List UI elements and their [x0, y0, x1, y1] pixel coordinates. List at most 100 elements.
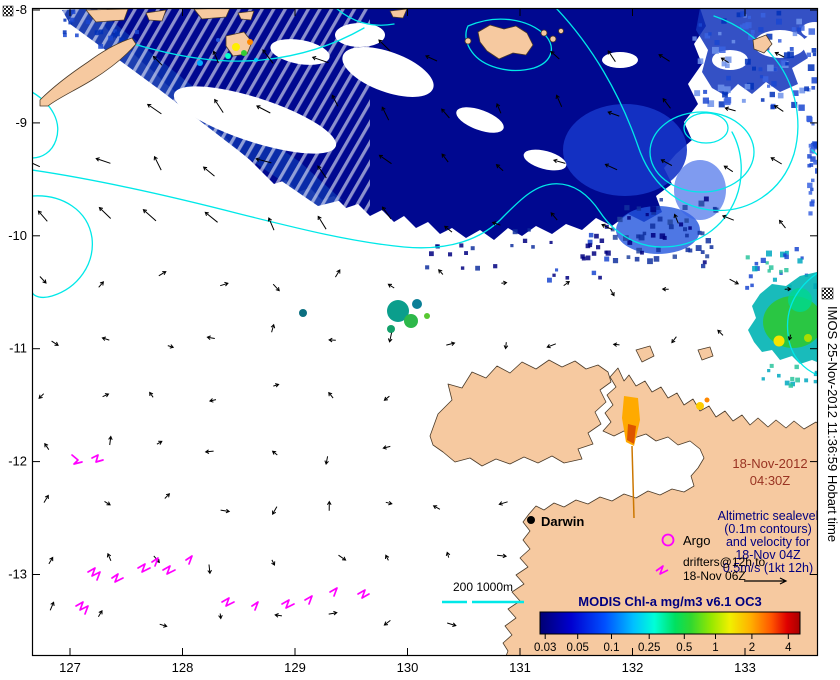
chl-speckle — [766, 33, 773, 40]
drifter-marker-icon — [655, 565, 669, 575]
velocity-arrow — [270, 323, 276, 333]
velocity-arrow — [102, 393, 110, 398]
velocity-arrow — [444, 225, 453, 233]
velocity-arrow — [498, 501, 508, 506]
velocity-arrow — [328, 610, 338, 616]
chl-speckle — [765, 261, 769, 265]
nodata-gap — [523, 149, 567, 171]
velocity-arrow — [146, 103, 162, 115]
velocity-arrow — [159, 623, 168, 628]
velocity-arrow — [387, 332, 393, 343]
chl-speckle — [626, 255, 631, 259]
chl-speckle — [780, 251, 786, 258]
velocity-arrow — [446, 341, 456, 346]
chl-speckle — [797, 27, 802, 32]
chl-speckle — [659, 233, 666, 239]
chl-speckle — [783, 52, 790, 59]
chl-speckle — [776, 10, 782, 16]
velocity-arrow — [273, 383, 280, 388]
chl-speckle — [787, 51, 794, 59]
chl-speckle — [531, 245, 535, 249]
chl-speck — [232, 43, 240, 51]
chl-speckle — [712, 46, 719, 54]
land-island — [145, 9, 167, 22]
chl-speckle — [745, 255, 750, 260]
plot-frame — [31, 7, 819, 657]
velocity-arrow — [220, 281, 229, 287]
chl-speckle — [792, 90, 799, 96]
velocity-arrow — [774, 51, 785, 58]
velocity-arrow — [49, 601, 55, 611]
velocity-arrow — [104, 500, 111, 506]
velocity-arrow — [612, 342, 620, 347]
chl-speckle — [580, 254, 585, 259]
velocity-arrow — [317, 165, 327, 179]
chl-speckle — [804, 378, 809, 383]
chl-speckle — [744, 58, 751, 65]
chl-speck — [216, 38, 220, 42]
chl-speckle — [656, 247, 661, 253]
chl-speckle — [705, 254, 710, 259]
chl-speckle — [708, 32, 712, 36]
chl-speckle — [790, 376, 795, 381]
velocity-arrow — [378, 39, 391, 52]
chl-speckle — [723, 86, 731, 94]
chl-speckle — [527, 228, 531, 232]
velocity-arrow — [550, 50, 560, 60]
drifter-track — [251, 601, 259, 611]
velocity-arrow — [438, 269, 444, 275]
chl-speckle — [808, 211, 813, 216]
velocity-arrow — [383, 395, 390, 401]
chl-speckle — [698, 200, 705, 207]
chl-speckle — [672, 254, 677, 259]
velocity-arrow — [272, 283, 280, 292]
chl-speckle — [748, 34, 754, 41]
chl-speckle — [587, 239, 593, 245]
checkered-stipple-icon — [821, 287, 834, 300]
chl-speckle — [700, 250, 705, 254]
chl-speckle — [791, 101, 798, 108]
velocity-arrow — [382, 445, 391, 450]
chl-speckle — [777, 373, 781, 378]
chl-speckle — [692, 36, 697, 41]
velocity-arrow — [550, 212, 558, 221]
chl-speckle — [726, 75, 731, 81]
sealevel-contour — [32, 131, 742, 249]
colorbar-ticks: 0.03 0.05 0.1 0.25 0.5 1 2 4 — [534, 634, 792, 654]
chl-speckle — [759, 75, 764, 79]
chl-bloom-spot — [424, 313, 430, 319]
chl-speckle — [653, 256, 660, 262]
chl-speckle — [752, 266, 758, 272]
x-axis-tick-label: 128 — [172, 660, 194, 675]
velocity-arrow — [158, 271, 167, 277]
drifter-track — [162, 565, 176, 575]
velocity-arrow — [495, 103, 502, 114]
isobath-legend-label: 200 1000m — [453, 580, 513, 594]
land-islet — [540, 29, 548, 37]
chl-speck — [704, 397, 710, 403]
drifter-track — [75, 601, 89, 615]
chl-speckle — [555, 268, 559, 272]
analysis-time: 04:30Z — [750, 473, 791, 488]
chl-coastal-streak-core — [627, 424, 636, 444]
chl-speckle — [810, 199, 815, 204]
velocity-arrow — [202, 166, 215, 177]
chl-speckle — [549, 240, 553, 244]
chl-bloom-spot — [387, 325, 395, 333]
drifter-tracks-layer — [71, 454, 370, 615]
velocity-arrow — [491, 221, 501, 226]
chl-speckle — [659, 198, 663, 202]
chl-coastal-trace — [631, 445, 635, 519]
chl-speckle — [777, 92, 784, 99]
velocity-arrow — [212, 50, 219, 64]
chl-speckle — [794, 247, 799, 252]
chl-speckle — [813, 379, 818, 384]
chl-speckle — [785, 62, 789, 66]
velocity-arrow — [328, 391, 334, 399]
chl-speckle — [688, 226, 692, 230]
sealevel-contour — [133, 27, 365, 62]
colorbar-title: MODIS Chl-a mg/m3 v6.1 OC3 — [578, 594, 762, 609]
velocity-arrow — [604, 163, 618, 171]
chl-speckle — [758, 27, 764, 33]
chl-speckle — [783, 253, 787, 257]
